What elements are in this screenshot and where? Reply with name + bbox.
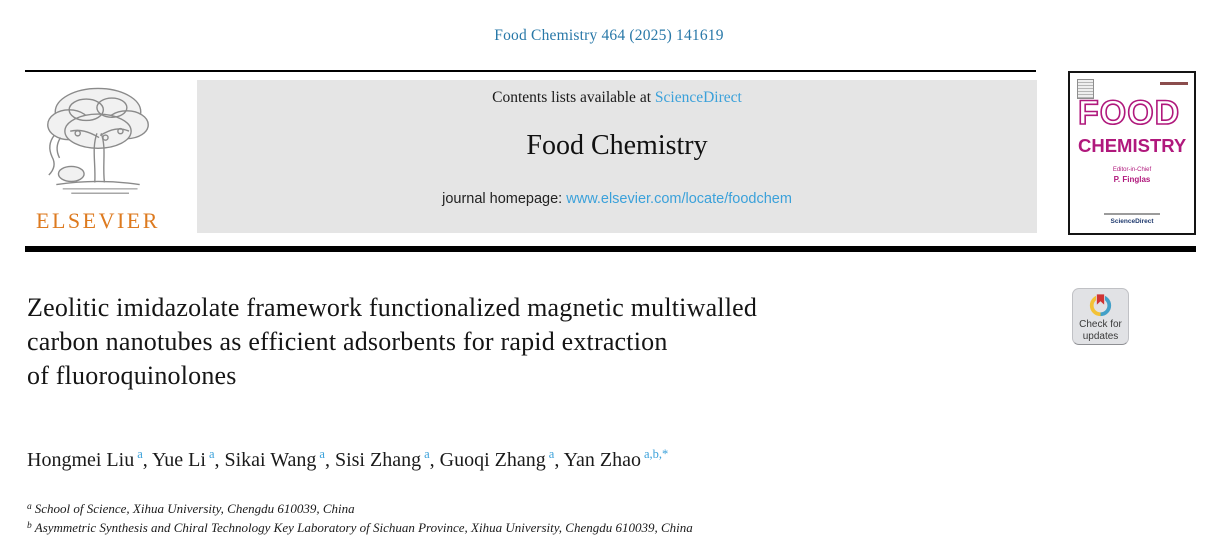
author: Guoqi Zhang a: [439, 447, 555, 471]
homepage-link[interactable]: www.elsevier.com/locate/foodchem: [566, 191, 792, 207]
elsevier-wordmark: ELSEVIER: [36, 208, 160, 233]
cover-title-chemistry: CHEMISTRY: [1078, 135, 1187, 156]
author: Yue Li a: [152, 447, 215, 471]
journal-title: Food Chemistry: [526, 130, 708, 161]
author: Sikai Wang a: [224, 447, 325, 471]
author-affiliation-sup: a: [548, 447, 555, 461]
author-affiliation-sup: a: [137, 447, 143, 461]
article-title-line3: of fluoroquinolones: [27, 361, 237, 390]
homepage-prefix: journal homepage:: [442, 191, 567, 207]
article-title-line1: Zeolitic imidazolate framework functiona…: [27, 293, 758, 322]
homepage-line: journal homepage: www.elsevier.com/locat…: [197, 191, 1037, 207]
author-list: Hongmei Liu a, Yue Li a, Sikai Wang a, Sisi…: [27, 447, 669, 471]
article-title-line2: carbon nanotubes as efficient adsorbents…: [27, 327, 668, 356]
header-bottom-rule: [25, 246, 1196, 252]
author-affiliation-sup: a: [208, 447, 215, 461]
journal-cover: FOOD CHEMISTRY Editor-in-Chief P. Fingla…: [1068, 71, 1196, 235]
article-title: Zeolitic imidazolate framework functiona…: [27, 291, 757, 393]
elsevier-tree-icon: [47, 87, 149, 194]
sciencedirect-link[interactable]: ScienceDirect: [654, 89, 742, 106]
contents-prefix: Contents lists available at: [492, 89, 655, 106]
cover-available-online-mark: [1104, 213, 1160, 215]
header-top-rule: [25, 70, 1036, 72]
author: Sisi Zhang a: [334, 447, 430, 471]
cover-editor-label: Editor-in-Chief: [1112, 167, 1152, 173]
journal-citation: Food Chemistry 464 (2025) 141619: [494, 27, 724, 44]
elsevier-logo: ELSEVIER: [28, 82, 168, 236]
author: Yan Zhao a,b,*: [563, 447, 669, 471]
cover-sciencedirect-label: ScienceDirect: [1110, 218, 1154, 225]
badge-label-line2: updates: [1082, 330, 1119, 342]
author: Hongmei Liu a: [27, 447, 143, 471]
affiliation-list: a School of Science, Xihua University, Ch…: [27, 501, 693, 538]
badge-label-line1: Check for: [1079, 319, 1122, 330]
affiliation: b Asymmetric Synthesis and Chiral Technol…: [27, 519, 693, 535]
cover-editor-name: P. Finglas: [1113, 175, 1151, 184]
cover-title-food: FOOD: [1077, 93, 1181, 133]
author-affiliation-sup: a: [319, 447, 325, 461]
affiliation: a School of Science, Xihua University, Ch…: [27, 501, 355, 516]
author-affiliation-sup: a: [424, 447, 430, 461]
cover-elsevier-stamp-icon: [1077, 79, 1094, 99]
author-affiliation-sup: a,b,*: [644, 447, 669, 461]
crossmark-icon: [1089, 293, 1112, 317]
journal-banner: Contents lists available at ScienceDirec…: [197, 80, 1037, 233]
contents-line: Contents lists available at ScienceDirec…: [197, 80, 1037, 107]
check-for-updates-badge[interactable]: Check for updates: [1072, 288, 1129, 345]
cover-issn-mark: [1160, 82, 1188, 85]
